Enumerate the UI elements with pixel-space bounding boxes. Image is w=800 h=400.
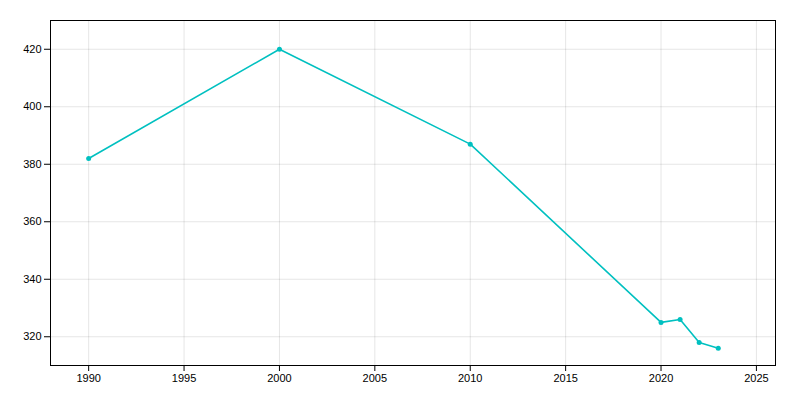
svg-text:2010: 2010 <box>458 372 482 384</box>
svg-text:340: 340 <box>23 273 41 285</box>
svg-text:320: 320 <box>23 330 41 342</box>
svg-text:380: 380 <box>23 158 41 170</box>
svg-text:2020: 2020 <box>649 372 673 384</box>
svg-text:1995: 1995 <box>172 372 196 384</box>
svg-text:2015: 2015 <box>553 372 577 384</box>
svg-text:360: 360 <box>23 215 41 227</box>
svg-text:1990: 1990 <box>76 372 100 384</box>
svg-text:400: 400 <box>23 100 41 112</box>
svg-text:420: 420 <box>23 43 41 55</box>
svg-text:2005: 2005 <box>363 372 387 384</box>
svg-text:2000: 2000 <box>267 372 291 384</box>
svg-text:2025: 2025 <box>744 372 768 384</box>
